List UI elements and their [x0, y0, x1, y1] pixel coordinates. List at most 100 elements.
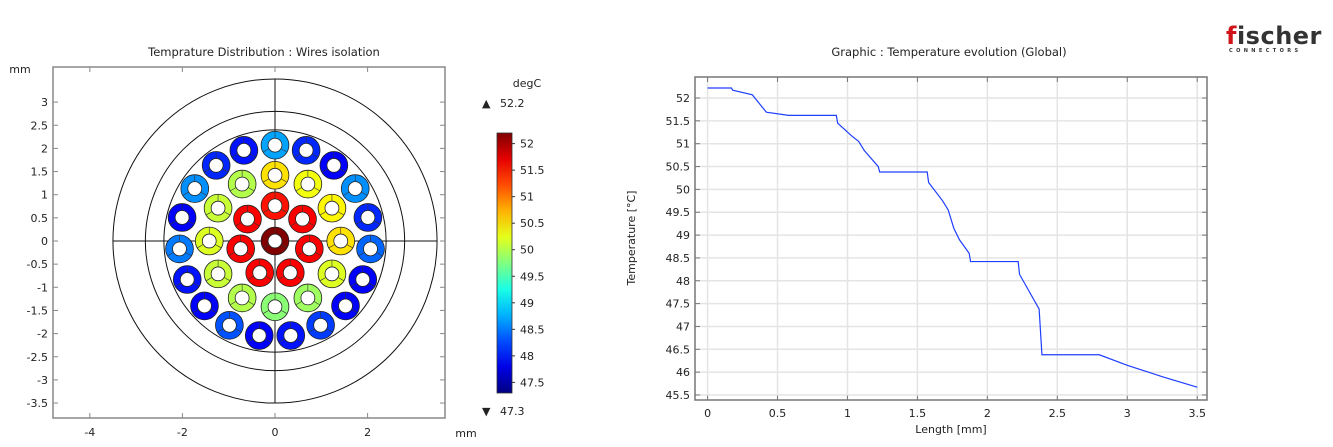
wire-segment-line	[333, 309, 340, 314]
wire-segment-line	[295, 301, 303, 306]
wire-segment-line	[280, 148, 288, 153]
wire-conductor	[197, 298, 212, 314]
y-tick-label: 48.5	[666, 252, 691, 265]
y-tick-label: 45.5	[666, 389, 691, 402]
wire-outline	[317, 259, 347, 289]
colorbar-tick-label: 48	[520, 350, 534, 363]
y-tick-label: 3	[41, 96, 48, 109]
x-tick-label: 1	[844, 407, 851, 420]
x-tick-label: -2	[177, 426, 188, 439]
wire-segment-line	[355, 220, 363, 225]
colorbar-min-label: 47.3	[500, 405, 525, 418]
wire-segment-line	[339, 168, 347, 173]
wire-conductor	[210, 266, 226, 282]
wire-conductor	[355, 272, 371, 287]
y-tick-label: -1	[37, 281, 48, 294]
x-tick-label: 2.5	[1049, 407, 1067, 420]
logo-text: ischer	[1236, 22, 1322, 50]
left-chart-title: Temprature Distribution : Wires isolatio…	[147, 45, 380, 59]
wire-segment-line	[368, 282, 375, 287]
wire-segment-line	[319, 277, 327, 282]
y-tick-label: 51.5	[666, 115, 691, 128]
wire-segment-line	[182, 191, 189, 196]
logo-letter: f	[1226, 22, 1237, 50]
wire-conductor	[326, 158, 342, 173]
y-tick-label: -3	[37, 374, 48, 387]
wire-segment-line	[203, 168, 211, 173]
wire-segment-line	[265, 338, 272, 343]
temperature-line	[707, 87, 1198, 388]
colorbar-max-marker: ▲	[482, 97, 491, 110]
wire-segment-line	[315, 252, 322, 257]
left-y-unit: mm	[9, 63, 30, 76]
wire-outline	[245, 258, 275, 287]
colorbar-tick-label: 48.5	[520, 323, 545, 336]
wire-segment-line	[247, 187, 255, 192]
wire-segment-line	[328, 244, 335, 249]
wire-segment-line	[265, 275, 272, 280]
wire-segment-line	[262, 178, 270, 183]
wire-segment-line	[262, 244, 270, 249]
wire-outline	[306, 310, 335, 340]
wire-segment-line	[308, 328, 315, 333]
wire-segment-line	[262, 209, 270, 214]
wire-conductor	[347, 181, 363, 196]
wire-conductor	[208, 158, 224, 173]
colorbar-tick-label: 50	[520, 244, 534, 257]
wire-segment-line	[185, 252, 192, 257]
y-tick-label: -2	[37, 328, 48, 341]
wire-conductor	[233, 241, 249, 257]
y-tick-label: 0.5	[31, 212, 49, 225]
wire-conductor	[234, 176, 250, 192]
wire-segment-line	[235, 328, 242, 333]
right-x-label: Length [mm]	[915, 423, 986, 436]
x-tick-label: -4	[84, 426, 95, 439]
x-tick-label: 1.5	[909, 407, 927, 420]
wire-segment-line	[205, 277, 213, 282]
wire-segment-line	[215, 244, 222, 249]
logo-subtitle: CONNECTORS	[1229, 48, 1302, 54]
wire-segment-line	[295, 187, 303, 192]
wire-segment-line	[229, 187, 237, 192]
y-tick-label: 2	[41, 142, 48, 155]
wire-segment-line	[280, 178, 288, 183]
wire-outline	[215, 310, 244, 340]
y-tick-label: -0.5	[27, 258, 48, 271]
y-tick-label: 46	[676, 366, 690, 379]
wire-conductor	[201, 233, 217, 249]
wire-segment-line	[313, 187, 321, 192]
wire-conductor	[236, 143, 252, 158]
wire-segment-line	[319, 211, 327, 216]
wire-segment-line	[358, 252, 365, 257]
y-tick-label: 47	[676, 320, 690, 333]
wire-segment-line	[293, 153, 301, 158]
wire-segment-line	[311, 153, 319, 158]
y-tick-label: 0	[41, 235, 48, 248]
colorbar-tick-label: 51.5	[520, 164, 545, 177]
wire-segment-line	[297, 252, 304, 257]
colorbar-tick-label: 47.5	[520, 376, 545, 389]
wire-conductor	[283, 328, 299, 343]
x-tick-label: 0	[272, 426, 279, 439]
wire-segment-line	[321, 168, 329, 173]
wire-conductor	[179, 272, 195, 287]
y-tick-label: 46.5	[666, 343, 691, 356]
right-plot-frame	[694, 76, 1208, 401]
wire-segment-line	[308, 222, 315, 227]
colorbar	[496, 132, 513, 394]
y-tick-label: 50	[676, 183, 690, 196]
wire-conductor	[301, 241, 317, 257]
left-x-unit: mm	[455, 427, 476, 440]
y-tick-label: 50.5	[666, 161, 691, 174]
wire-segment-line	[337, 211, 345, 216]
y-tick-label: 1.5	[31, 166, 49, 179]
wire-conductor	[267, 233, 283, 249]
wire-segment-line	[200, 191, 207, 196]
y-tick-label: 2.5	[31, 119, 49, 132]
wire-segment-line	[343, 191, 350, 196]
y-tick-label: 52	[676, 92, 690, 105]
y-tick-label: -1.5	[27, 304, 48, 317]
colorbar-min-marker: ▼	[482, 405, 491, 418]
colorbar-tick-label: 51	[520, 191, 534, 204]
colorbar-tick-label: 49	[520, 297, 534, 310]
